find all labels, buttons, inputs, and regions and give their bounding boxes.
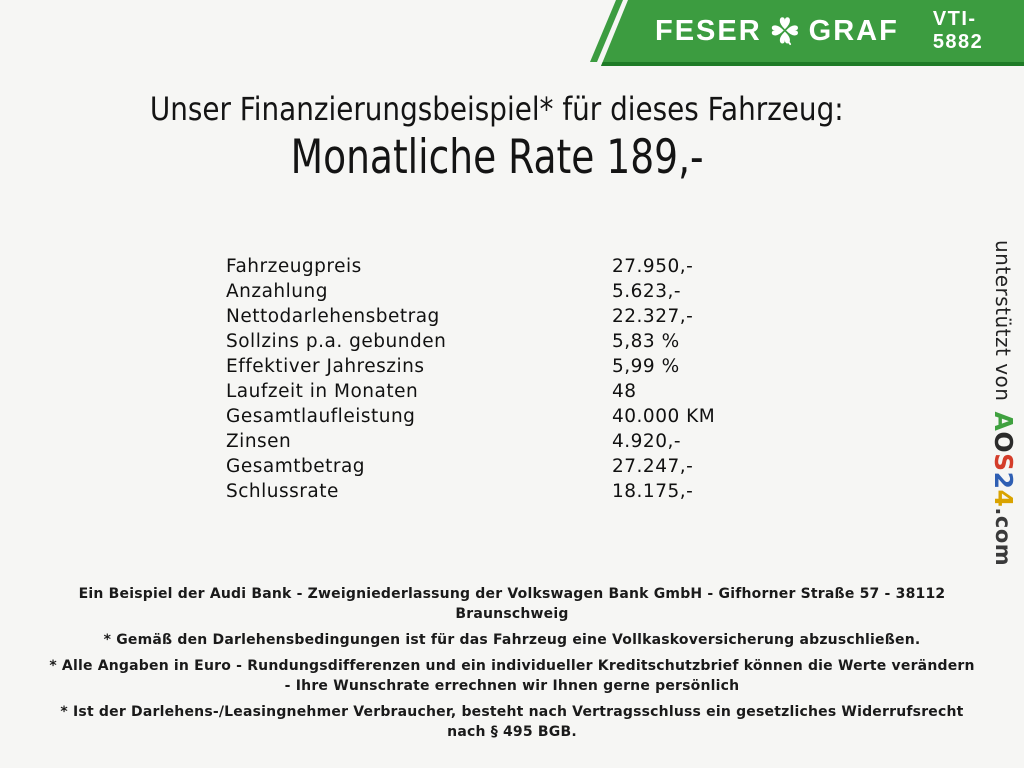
brand-name-right: GRAF [808,14,899,47]
row-value: 40.000 KM [612,406,716,427]
aos24-letter: A [989,411,1018,432]
table-row: Zinsen 4.920,- [226,429,786,454]
legal-line: Ein Beispiel der Audi Bank - Zweignieder… [78,586,946,602]
legal-line: * Ist der Darlehens-/Leasingnehmer Verbr… [60,704,964,720]
row-label: Sollzins p.a. gebunden [226,331,447,352]
table-row: Fahrzeugpreis 27.950,- [226,254,786,279]
row-label: Nettodarlehensbetrag [226,306,440,327]
banner-background [601,0,1024,66]
financing-table: Fahrzeugpreis 27.950,- Anzahlung 5.623,-… [226,254,786,504]
table-row: Schlussrate 18.175,- [226,479,786,504]
aos24-domain-suffix: .com [991,507,1015,567]
legal-line: Braunschweig [455,606,569,622]
financing-example-title: Unser Finanzierungsbeispiel* für dieses … [150,90,844,128]
legal-line: nach § 495 BGB. [447,724,577,740]
row-label: Laufzeit in Monaten [226,381,419,402]
clover-icon [771,17,798,46]
row-label: Gesamtbetrag [226,456,366,477]
vehicle-id-badge: VTI-5882 [932,8,984,53]
aos24-letter: 2 [989,471,1018,490]
row-value: 27.950,- [612,256,694,277]
row-label: Anzahlung [226,281,328,302]
legal-line: * Alle Angaben in Euro - Rundungsdiffere… [49,658,975,674]
brand-logo: FESER GRAF VTI-5882 [655,0,1024,62]
table-row: Gesamtlaufleistung 40.000 KM [226,404,786,429]
legal-line: * Gemäß den Darlehensbedingungen ist für… [103,632,921,648]
aos24-logo: AOS24 [989,411,1018,507]
header-banner: FESER GRAF VTI-5882 [0,0,1024,66]
table-row: Effektiver Jahreszins 5,99 % [226,354,786,379]
row-value: 5,99 % [612,356,680,377]
legal-line: - Ihre Wunschrate errechnen wir Ihnen ge… [284,678,740,694]
row-value: 4.920,- [612,431,682,452]
table-row: Anzahlung 5.623,- [226,279,786,304]
aos24-letter: 4 [989,489,1018,508]
row-value: 18.175,- [612,481,694,502]
row-value: 27.247,- [612,456,694,477]
brand-name-left: FESER [655,14,762,47]
row-label: Schlussrate [226,481,339,502]
row-label: Fahrzeugpreis [226,256,362,277]
row-value: 5.623,- [612,281,682,302]
row-label: Effektiver Jahreszins [226,356,425,377]
row-value: 48 [612,381,637,402]
table-row: Sollzins p.a. gebunden 5,83 % [226,329,786,354]
row-value: 5,83 % [612,331,680,352]
aos24-letter: S [989,453,1018,472]
legal-footer: Ein Beispiel der Audi Bank - Zweignieder… [0,584,1024,742]
row-value: 22.327,- [612,306,694,327]
aos24-letter: O [989,431,1018,454]
table-row: Laufzeit in Monaten 48 [226,379,786,404]
monthly-rate-title: Monatliche Rate 189,- [290,130,704,185]
row-label: Gesamtlaufleistung [226,406,416,427]
table-row: Gesamtbetrag 27.247,- [226,454,786,479]
supported-by-label: unterstützt von [991,240,1015,402]
supported-by-watermark: unterstützt von AOS24.com [989,240,1018,566]
row-label: Zinsen [226,431,292,452]
heading-block: Unser Finanzierungsbeispiel* für dieses … [0,90,994,185]
table-row: Nettodarlehensbetrag 22.327,- [226,304,786,329]
